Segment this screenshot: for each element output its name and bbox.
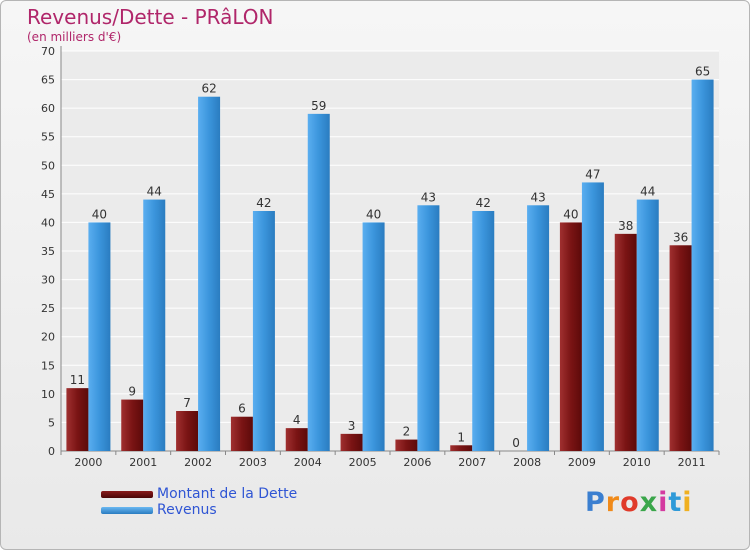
- data-label-revenue-2009: 47: [585, 167, 600, 181]
- data-label-revenue-2006: 43: [421, 190, 436, 204]
- chart-subtitle: (en milliers d'€): [27, 30, 122, 44]
- x-tick-label: 2008: [513, 456, 541, 469]
- y-tick-label: 65: [41, 74, 55, 87]
- y-tick-label: 45: [41, 188, 55, 201]
- legend-label-revenus: Revenus: [157, 502, 217, 518]
- data-label-debt-2007: 1: [457, 430, 465, 444]
- logo-letter: t: [668, 487, 683, 518]
- data-label-revenue-2008: 43: [530, 190, 545, 204]
- x-tick-label: 2011: [678, 456, 706, 469]
- data-label-revenue-2005: 40: [366, 207, 381, 221]
- x-tick-label: 2005: [349, 456, 377, 469]
- data-label-debt-2000: 11: [70, 373, 85, 387]
- bar-revenue-2001: [143, 199, 166, 451]
- chart-title: Revenus/Dette - PRâLON: [27, 5, 274, 29]
- bar-revenue-2006: [417, 205, 440, 451]
- y-tick-label: 70: [41, 45, 55, 58]
- bar-revenue-2004: [307, 113, 330, 451]
- bar-revenue-2005: [362, 222, 385, 451]
- data-label-debt-2011: 36: [673, 230, 688, 244]
- data-label-debt-2008: 0: [512, 436, 520, 450]
- logo-letter: i: [682, 487, 693, 518]
- bar-revenue-2007: [472, 211, 495, 451]
- bar-debt-2003: [230, 416, 253, 451]
- legend-swatch-dette: [101, 491, 153, 498]
- y-tick-label: 40: [41, 216, 55, 229]
- data-label-debt-2010: 38: [618, 219, 633, 233]
- bar-revenue-2002: [198, 96, 221, 451]
- data-label-debt-2006: 2: [403, 425, 411, 439]
- bar-debt-2009: [559, 222, 582, 451]
- x-tick-label: 2001: [129, 456, 157, 469]
- y-tick-label: 0: [48, 445, 55, 458]
- y-tick-label: 25: [41, 302, 55, 315]
- legend-label-dette: Montant de la Dette: [157, 486, 298, 502]
- data-label-revenue-2003: 42: [256, 196, 271, 210]
- y-tick-label: 50: [41, 159, 55, 172]
- logo-letter: x: [639, 487, 659, 518]
- bar-debt-2011: [669, 245, 692, 451]
- bar-revenue-2011: [691, 79, 714, 452]
- bar-debt-2006: [395, 439, 418, 451]
- data-label-revenue-2002: 62: [201, 82, 216, 96]
- y-tick-label: 55: [41, 131, 55, 144]
- x-tick-label: 2004: [294, 456, 322, 469]
- bar-revenue-2008: [527, 205, 550, 451]
- y-tick-label: 60: [41, 102, 55, 115]
- bar-debt-2010: [614, 233, 637, 451]
- data-label-debt-2009: 40: [563, 207, 578, 221]
- y-tick-label: 5: [48, 416, 55, 429]
- data-label-debt-2004: 4: [293, 413, 301, 427]
- y-tick-label: 20: [41, 331, 55, 344]
- y-tick-label: 30: [41, 274, 55, 287]
- x-tick-label: 2010: [623, 456, 651, 469]
- logo-letter: i: [658, 487, 669, 518]
- x-tick-label: 2007: [458, 456, 486, 469]
- x-tick-label: 2003: [239, 456, 267, 469]
- x-tick-label: 2000: [74, 456, 102, 469]
- legend-swatch-revenus: [101, 507, 153, 514]
- data-label-debt-2003: 6: [238, 402, 246, 416]
- data-label-revenue-2000: 40: [92, 207, 107, 221]
- data-label-revenue-2001: 44: [147, 185, 162, 199]
- bar-revenue-2009: [581, 182, 604, 451]
- bar-debt-2007: [450, 445, 473, 451]
- logo-letter: o: [620, 487, 640, 518]
- x-tick-label: 2009: [568, 456, 596, 469]
- bar-debt-2001: [121, 399, 144, 451]
- data-label-revenue-2004: 59: [311, 99, 326, 113]
- y-tick-label: 10: [41, 388, 55, 401]
- x-tick-label: 2002: [184, 456, 212, 469]
- bar-revenue-2010: [636, 199, 659, 451]
- data-label-debt-2005: 3: [348, 419, 356, 433]
- data-label-debt-2002: 7: [183, 396, 191, 410]
- data-label-revenue-2010: 44: [640, 185, 655, 199]
- data-label-revenue-2007: 42: [476, 196, 491, 210]
- bar-debt-2004: [285, 428, 308, 451]
- logo-letter: P: [585, 487, 606, 518]
- logo-letter: r: [605, 487, 621, 518]
- bar-revenue-2000: [88, 222, 111, 451]
- data-label-revenue-2011: 65: [695, 65, 710, 79]
- x-tick-label: 2006: [403, 456, 431, 469]
- proxiti-logo: Proxiti: [585, 487, 693, 518]
- bar-revenue-2003: [252, 211, 275, 451]
- y-tick-label: 35: [41, 245, 55, 258]
- bar-debt-2002: [176, 411, 199, 451]
- bar-debt-2005: [340, 433, 363, 451]
- data-label-debt-2001: 9: [128, 385, 136, 399]
- y-tick-label: 15: [41, 359, 55, 372]
- bar-debt-2000: [66, 388, 89, 451]
